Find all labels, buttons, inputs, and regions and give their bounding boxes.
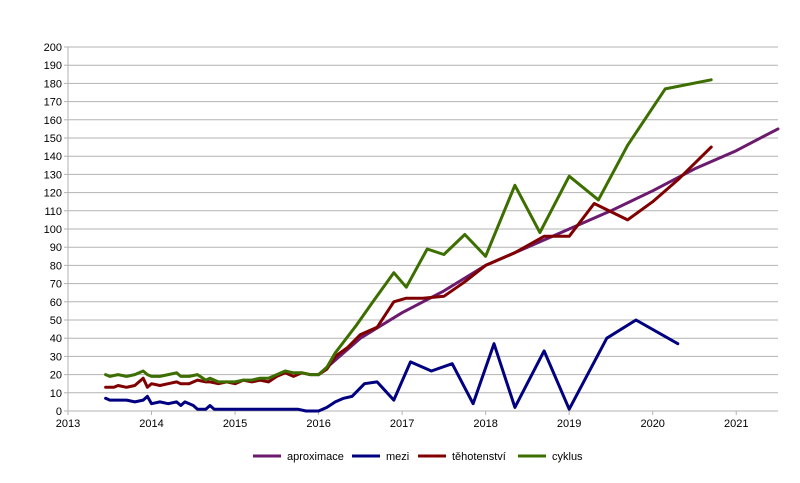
y-tick-label: 30 xyxy=(50,351,62,363)
x-tick-label: 2013 xyxy=(56,418,80,430)
legend: aproximace mezi těhotenství cyklus xyxy=(253,451,583,463)
x-tick-label: 2019 xyxy=(557,418,581,430)
y-tick-label: 60 xyxy=(50,297,62,309)
y-tick-label: 160 xyxy=(44,115,62,127)
y-tick-label: 150 xyxy=(44,133,62,145)
y-tick-label: 10 xyxy=(50,388,62,400)
axes: 0 10 20 30 40 50 60 70 80 90 100 110 120 130 140 150 160… xyxy=(44,42,778,430)
x-tick-label: 2021 xyxy=(724,418,748,430)
grid-lines xyxy=(68,46,778,412)
legend-label-cyklus: cyklus xyxy=(552,451,583,463)
legend-label-aproximace: aproximace xyxy=(287,451,344,463)
y-tick-label: 110 xyxy=(44,206,62,218)
y-tick-label: 130 xyxy=(44,169,62,181)
series-line-cyklus xyxy=(104,78,713,384)
x-tick-label: 2014 xyxy=(139,418,163,430)
y-tick-label: 70 xyxy=(50,279,62,291)
x-tick-label: 2017 xyxy=(390,418,414,430)
y-tick-label: 20 xyxy=(50,370,62,382)
y-tick-label: 170 xyxy=(44,97,62,109)
y-tick-label: 190 xyxy=(44,60,62,72)
y-tick-label: 120 xyxy=(44,188,62,200)
x-tick-label: 2020 xyxy=(640,418,664,430)
y-tick-label: 100 xyxy=(44,224,62,236)
legend-label-mezi: mezi xyxy=(386,451,409,463)
y-tick-label: 80 xyxy=(50,260,62,272)
x-tick-label: 2018 xyxy=(473,418,497,430)
legend-label-těhotenství: těhotenství xyxy=(452,451,506,463)
y-tick-label: 0 xyxy=(56,406,62,418)
y-tick-label: 90 xyxy=(50,242,62,254)
y-tick-label: 140 xyxy=(44,151,62,163)
x-tick-label: 2016 xyxy=(306,418,330,430)
y-tick-label: 180 xyxy=(44,78,62,90)
y-tick-label: 200 xyxy=(44,42,62,54)
y-tick-label: 40 xyxy=(50,333,62,345)
series-line-těhotenství xyxy=(104,145,713,389)
series-line-mezi xyxy=(104,318,680,413)
series-line-aproximace xyxy=(317,127,780,377)
y-tick-label: 50 xyxy=(50,315,62,327)
series-lines xyxy=(104,78,780,413)
x-tick-label: 2015 xyxy=(223,418,247,430)
